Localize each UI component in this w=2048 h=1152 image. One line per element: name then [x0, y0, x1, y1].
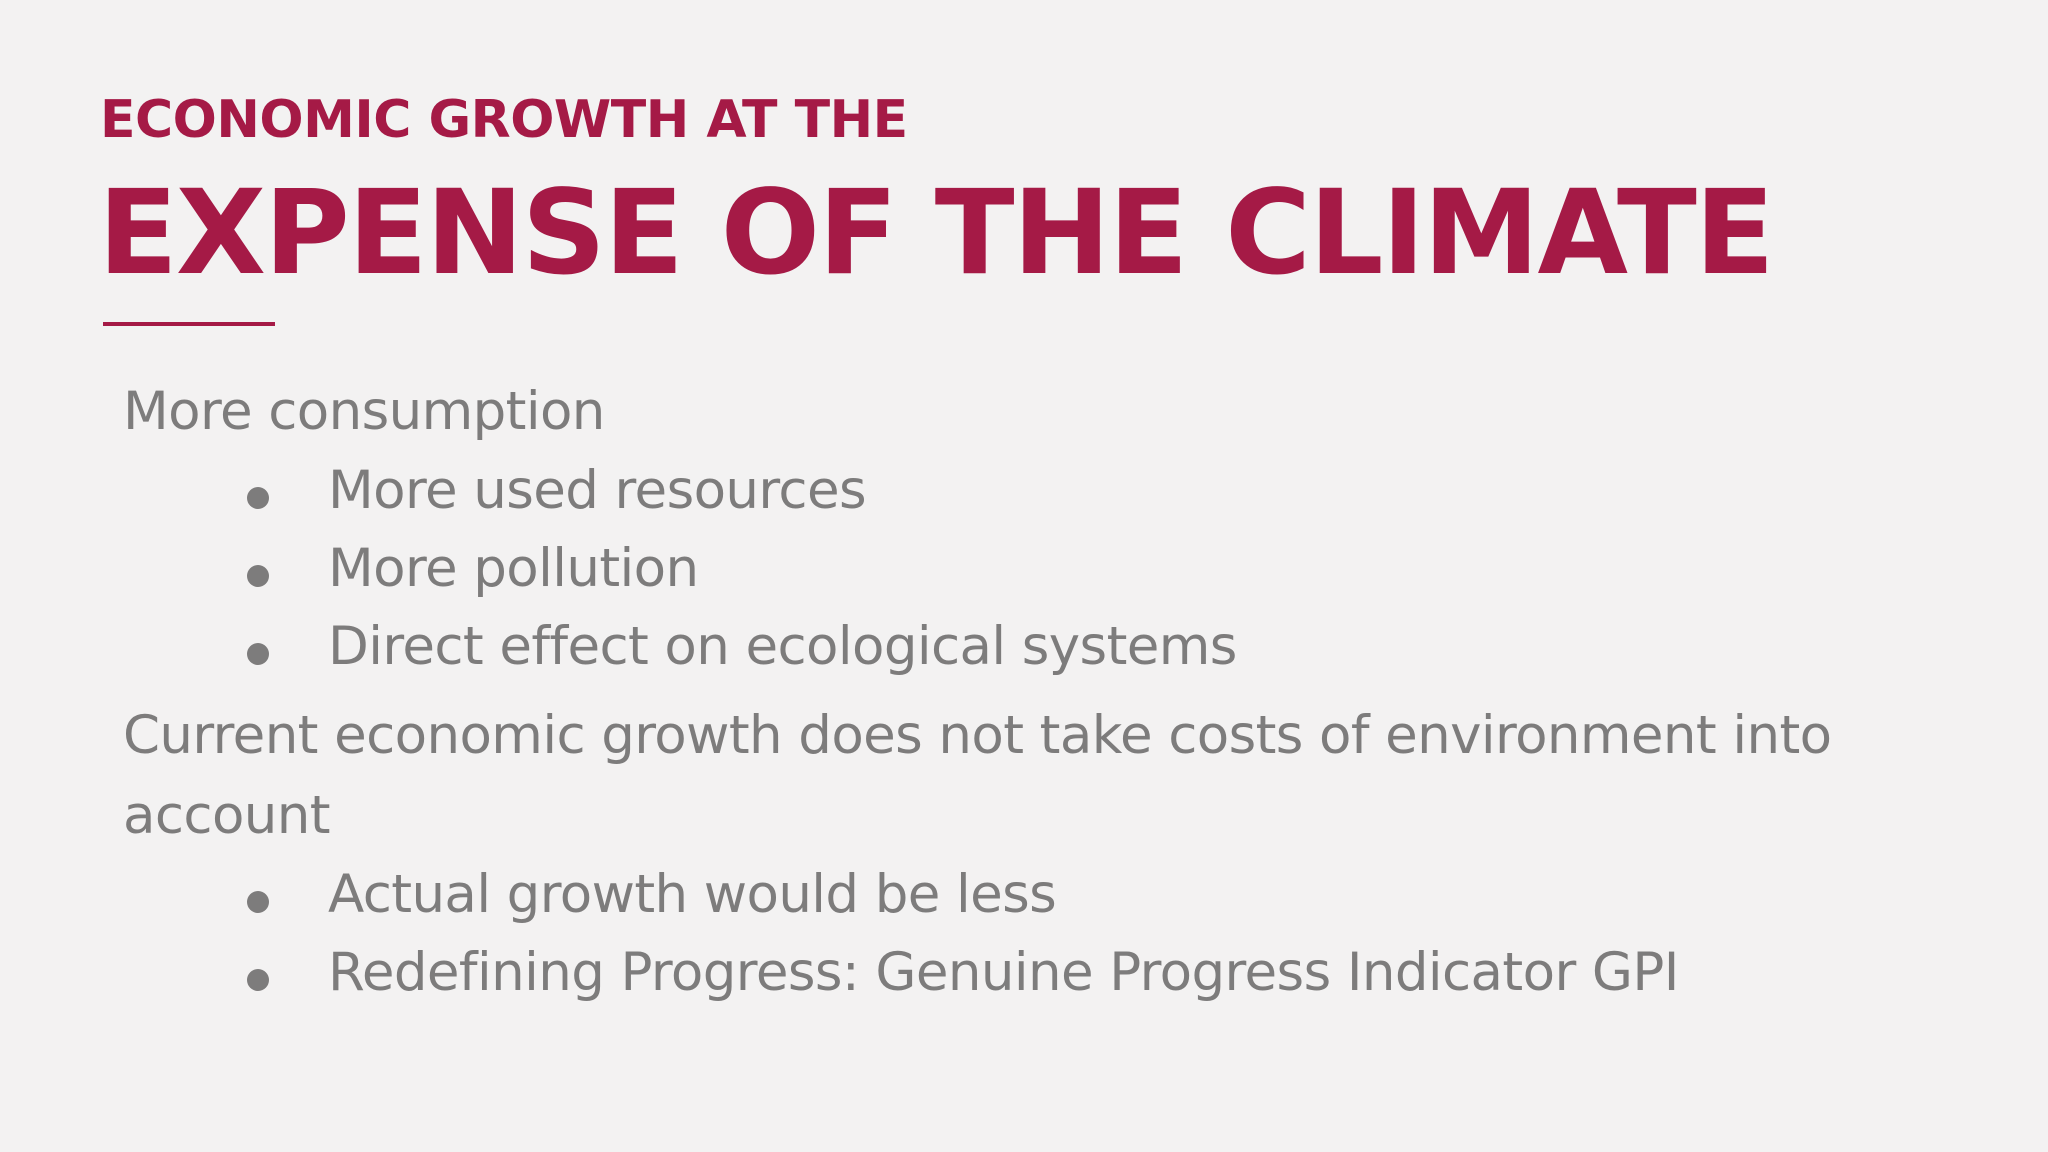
slide-body: More consumption More used resources Mor… — [123, 372, 1943, 1012]
slide-kicker-title: ECONOMIC GROWTH AT THE — [100, 90, 908, 150]
bullet-text: Direct effect on ecological systems — [328, 616, 1237, 677]
bullet-dot-icon — [247, 891, 269, 913]
bullet-item: More used resources — [123, 452, 1943, 530]
section-1-text: More consumption — [123, 381, 605, 442]
bullet-text: More used resources — [328, 460, 867, 521]
bullet-item: Actual growth would be less — [123, 856, 1943, 934]
bullet-item: Direct effect on ecological systems — [123, 608, 1943, 686]
section-1-bullet-list: More used resources More pollution Direc… — [123, 452, 1943, 686]
title-underline — [103, 322, 275, 326]
bullet-dot-icon — [247, 487, 269, 509]
slide-headline: EXPENSE OF THE CLIMATE — [98, 164, 1775, 301]
bullet-text: Redefining Progress: Genuine Progress In… — [328, 942, 1679, 1003]
bullet-dot-icon — [247, 969, 269, 991]
bullet-text: More pollution — [328, 538, 699, 599]
bullet-item: More pollution — [123, 530, 1943, 608]
bullet-text: Actual growth would be less — [328, 864, 1057, 925]
bullet-dot-icon — [247, 565, 269, 587]
section-2-text: Current economic growth does not take co… — [123, 705, 1832, 846]
bullet-dot-icon — [247, 643, 269, 665]
section-2-bullet-list: Actual growth would be less Redefining P… — [123, 856, 1943, 1012]
bullet-item: Redefining Progress: Genuine Progress In… — [123, 934, 1943, 1012]
